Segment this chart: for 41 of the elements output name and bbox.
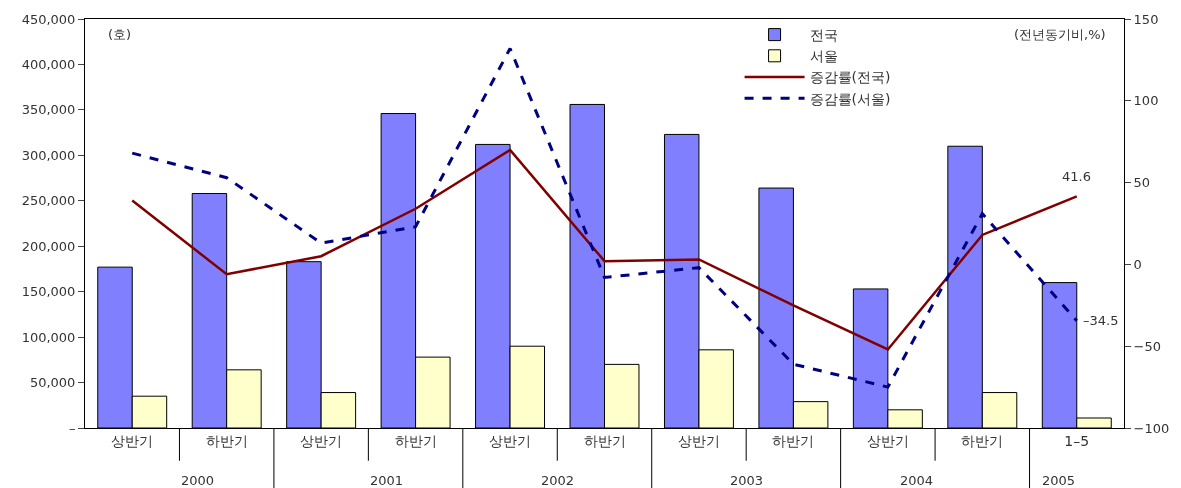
text: 2001 bbox=[370, 473, 404, 488]
data-label: 41.6 bbox=[1062, 169, 1091, 184]
x-tick-label: 상반기 bbox=[677, 432, 720, 449]
x-tick-label: 하반기 bbox=[583, 432, 626, 449]
y-tick-label: 100,000 bbox=[21, 329, 76, 345]
legend-label: 증감률(서울) bbox=[809, 90, 891, 107]
text: 2004 bbox=[900, 473, 934, 488]
text: 2003 bbox=[730, 473, 764, 488]
x-tick-label: 하반기 bbox=[205, 432, 248, 449]
y-tick-label: 350,000 bbox=[21, 102, 76, 118]
x-tick-label: 상반기 bbox=[866, 432, 909, 449]
y2-tick-label: 150 bbox=[1133, 11, 1159, 27]
y-tick-label: 50,000 bbox=[29, 375, 76, 391]
text: 2002 bbox=[541, 473, 575, 488]
x-tick-label: 1–5 bbox=[1064, 432, 1090, 449]
x-tick-label: 상반기 bbox=[111, 432, 154, 449]
x-tick-label: 하반기 bbox=[394, 432, 437, 449]
legend-label: 서울 bbox=[809, 48, 838, 65]
x-tick-label: 상반기 bbox=[489, 432, 532, 449]
y2-tick-label: −50 bbox=[1133, 338, 1162, 354]
x-tick-label: 상반기 bbox=[300, 432, 343, 449]
y-axis-title: (호) bbox=[108, 27, 132, 42]
y-tick-label: 250,000 bbox=[21, 193, 76, 209]
text: 2000 bbox=[181, 473, 215, 488]
y2-tick-label: 100 bbox=[1133, 93, 1159, 109]
y2-axis-title: (전년동기비,%) bbox=[1014, 27, 1106, 42]
y2-tick-label: −100 bbox=[1133, 420, 1170, 436]
y-tick-label: 200,000 bbox=[21, 238, 76, 254]
data-label: –34.5 bbox=[1083, 313, 1119, 328]
x-tick-label: 하반기 bbox=[772, 432, 815, 449]
y-tick-label: 300,000 bbox=[21, 147, 76, 163]
y2-tick-label: 0 bbox=[1133, 256, 1142, 272]
legend-label: 증감률(전국) bbox=[809, 69, 891, 86]
text: 2005 bbox=[1042, 473, 1076, 488]
legend-label: 전국 bbox=[809, 27, 838, 44]
y-tick-label: 400,000 bbox=[21, 56, 76, 72]
y2-tick-label: 50 bbox=[1133, 175, 1151, 191]
y-tick-label: 150,000 bbox=[21, 284, 76, 300]
y-tick-label: – bbox=[68, 420, 76, 436]
x-tick-label: 하반기 bbox=[961, 432, 1004, 449]
y-tick-label: 450,000 bbox=[21, 11, 76, 27]
